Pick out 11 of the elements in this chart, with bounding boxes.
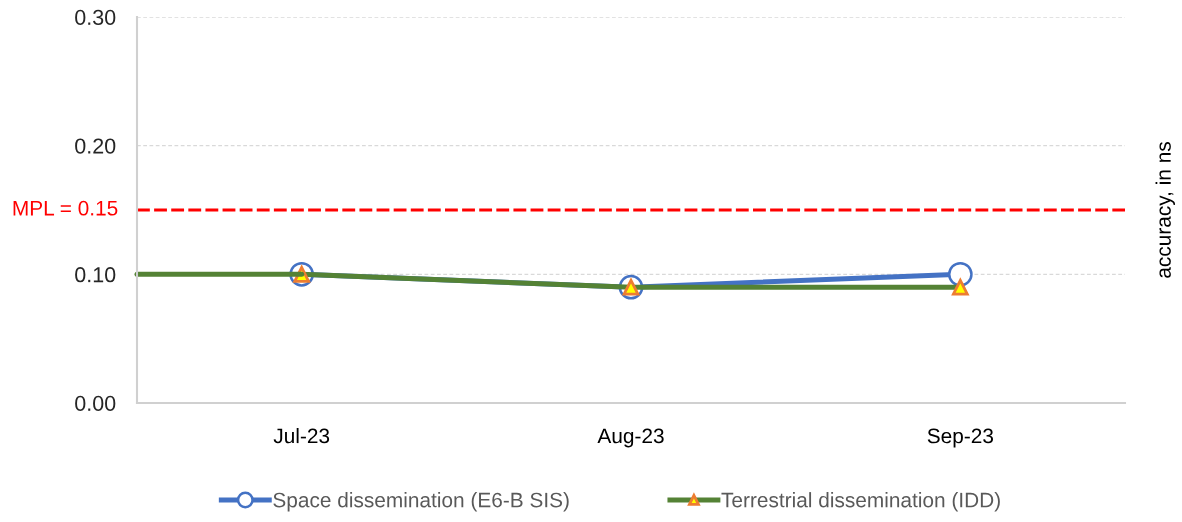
ref-line-label: MPL = 0.15 <box>13 200 118 216</box>
y-tick-label: 0.30 <box>75 9 116 26</box>
x-tick-label: Sep-23 <box>927 428 994 448</box>
y-axis-title: accuracy, in ns <box>1155 142 1175 278</box>
x-tick-label: Aug-23 <box>597 428 664 448</box>
legend-label: Terrestrial dissemination (IDD) <box>721 492 1000 512</box>
y-tick-label: 0.20 <box>75 138 116 154</box>
legend-label: Space dissemination (E6-B SIS) <box>273 492 569 512</box>
x-tick-label: Jul-23 <box>273 428 330 444</box>
y-tick-label: 0.10 <box>75 267 116 283</box>
y-tick-label: 0.00 <box>75 395 116 412</box>
